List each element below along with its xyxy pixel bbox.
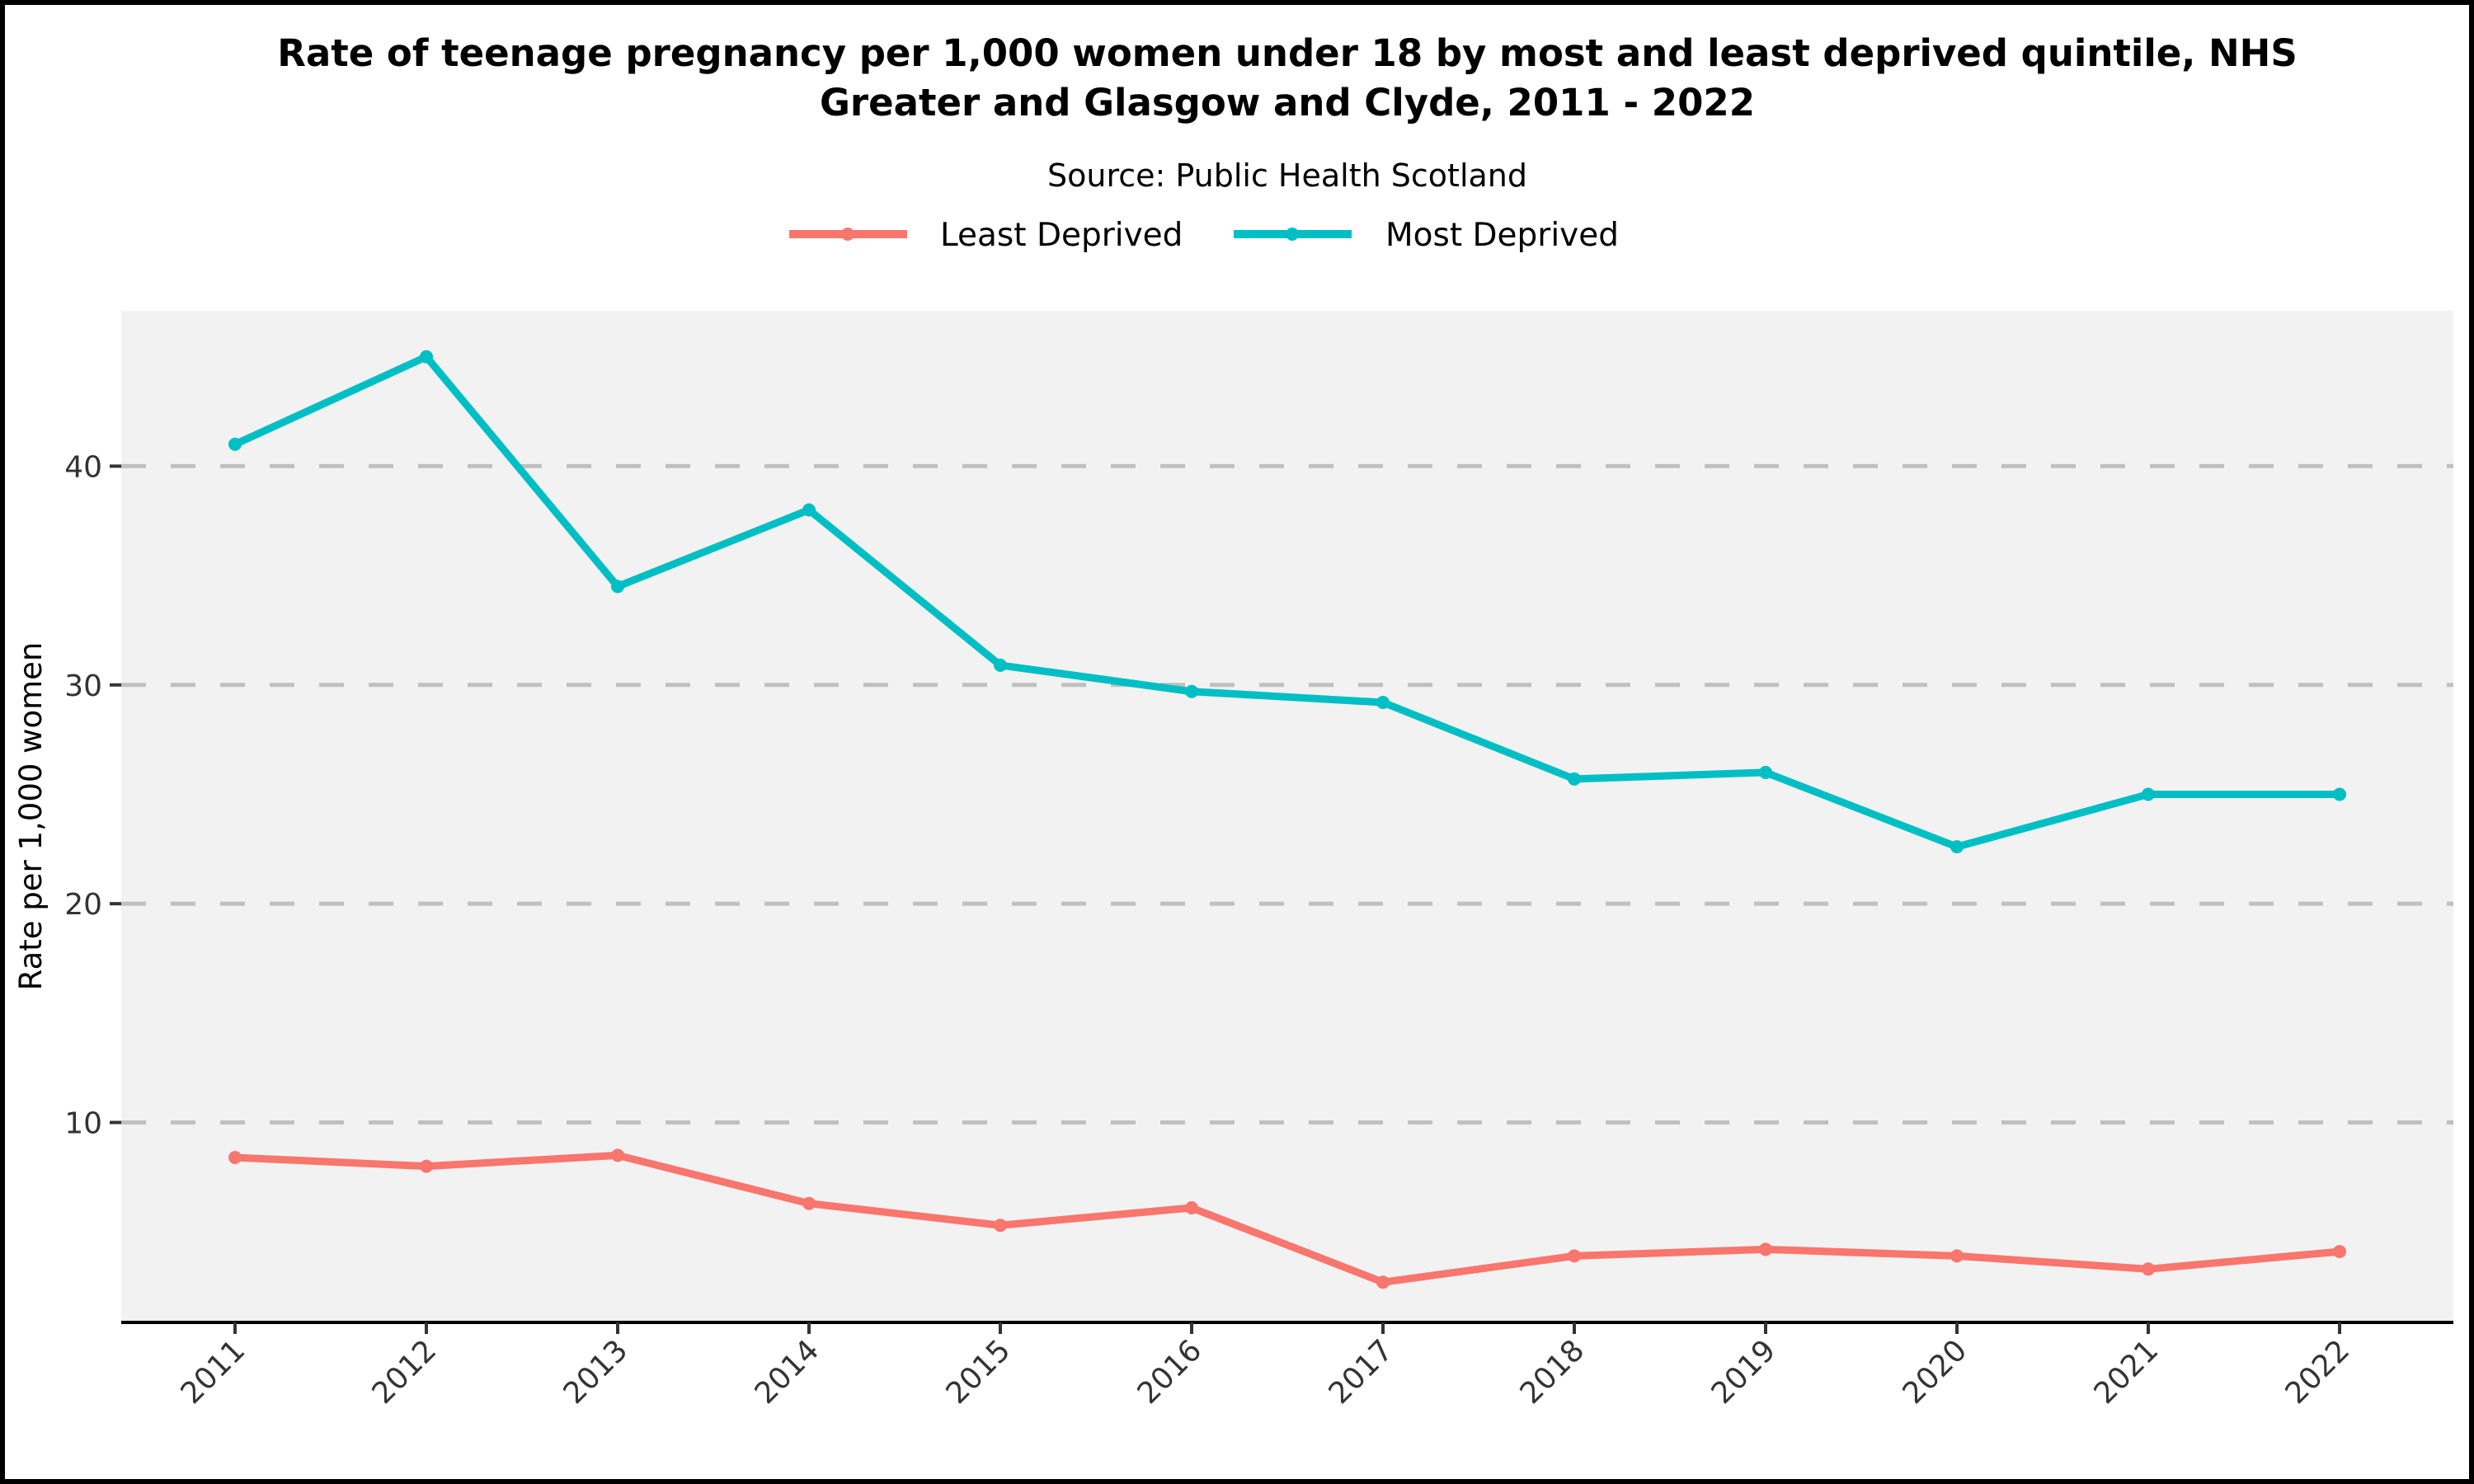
x-tick-label-2019: 2019 (1705, 1333, 1783, 1411)
chart-title-line-2: Greater and Glasgow and Clyde, 2011 - 20… (820, 81, 1755, 124)
data-point-most-deprived-2020 (1950, 840, 1964, 854)
y-tick-label-20: 20 (64, 888, 102, 922)
data-point-least-deprived-2022 (2333, 1245, 2346, 1259)
data-point-least-deprived-2012 (420, 1159, 433, 1173)
data-point-least-deprived-2018 (1568, 1249, 1581, 1263)
x-tick-label-2012: 2012 (366, 1333, 444, 1411)
series-line-most-deprived (233, 353, 2340, 851)
x-tick-label-2011: 2011 (175, 1333, 252, 1411)
x-axis: 2011 2012 2013 2014 2015 2016 2017 2018 2019 2020… (175, 1322, 2357, 1411)
data-point-most-deprived-2014 (802, 503, 816, 517)
plot-panel (121, 311, 2453, 1322)
y-tick-label-40: 40 (64, 450, 102, 484)
chart-subtitle: Source: Public Health Scotland (1047, 157, 1527, 194)
y-tick-label-30: 30 (64, 669, 102, 703)
data-point-most-deprived-2011 (228, 437, 242, 451)
gridlines (121, 463, 2453, 1125)
data-point-least-deprived-2013 (611, 1148, 624, 1162)
y-tick-label-10: 10 (64, 1107, 102, 1141)
data-point-least-deprived-2011 (228, 1150, 242, 1164)
data-point-most-deprived-2019 (1759, 765, 1772, 779)
data-point-least-deprived-2016 (1185, 1201, 1198, 1215)
data-point-most-deprived-2013 (611, 580, 624, 594)
x-tick-label-2016: 2016 (1131, 1333, 1209, 1411)
series-group (228, 350, 2346, 1289)
data-point-least-deprived-2014 (802, 1196, 816, 1210)
x-tick-label-2022: 2022 (2279, 1333, 2357, 1411)
x-tick-label-2013: 2013 (557, 1333, 635, 1411)
legend-marker-least-deprived (841, 228, 854, 241)
data-point-least-deprived-2020 (1950, 1249, 1964, 1263)
data-point-most-deprived-2012 (420, 350, 433, 364)
data-point-most-deprived-2022 (2333, 787, 2346, 801)
data-point-least-deprived-2015 (994, 1219, 1007, 1233)
y-axis-label: Rate per 1,000 women (13, 642, 49, 991)
data-point-most-deprived-2017 (1376, 696, 1390, 710)
x-tick-label-2018: 2018 (1514, 1333, 1592, 1411)
data-point-most-deprived-2018 (1568, 772, 1581, 786)
x-tick-label-2015: 2015 (940, 1333, 1018, 1411)
series-line-least-deprived (234, 1151, 2340, 1286)
legend-marker-most-deprived (1286, 228, 1299, 241)
data-point-most-deprived-2021 (2142, 787, 2155, 801)
data-point-most-deprived-2016 (1185, 684, 1198, 698)
data-point-least-deprived-2019 (1759, 1242, 1772, 1256)
x-tick-label-2014: 2014 (749, 1333, 826, 1411)
x-tick-label-2017: 2017 (1323, 1333, 1400, 1411)
y-axis: 10 20 30 40 (64, 450, 121, 1141)
legend-label-least-deprived: Least Deprived (940, 217, 1183, 254)
x-tick-label-2020: 2020 (1897, 1333, 1974, 1411)
x-tick-label-2021: 2021 (2088, 1333, 2166, 1411)
legend: Least Deprived Most Deprived (789, 217, 1619, 254)
data-point-most-deprived-2015 (994, 658, 1007, 672)
legend-label-most-deprived: Most Deprived (1385, 217, 1619, 254)
data-point-least-deprived-2021 (2142, 1262, 2155, 1276)
chart-title-line-1: Rate of teenage pregnancy per 1,000 wome… (277, 31, 2298, 75)
data-point-least-deprived-2017 (1376, 1275, 1390, 1289)
